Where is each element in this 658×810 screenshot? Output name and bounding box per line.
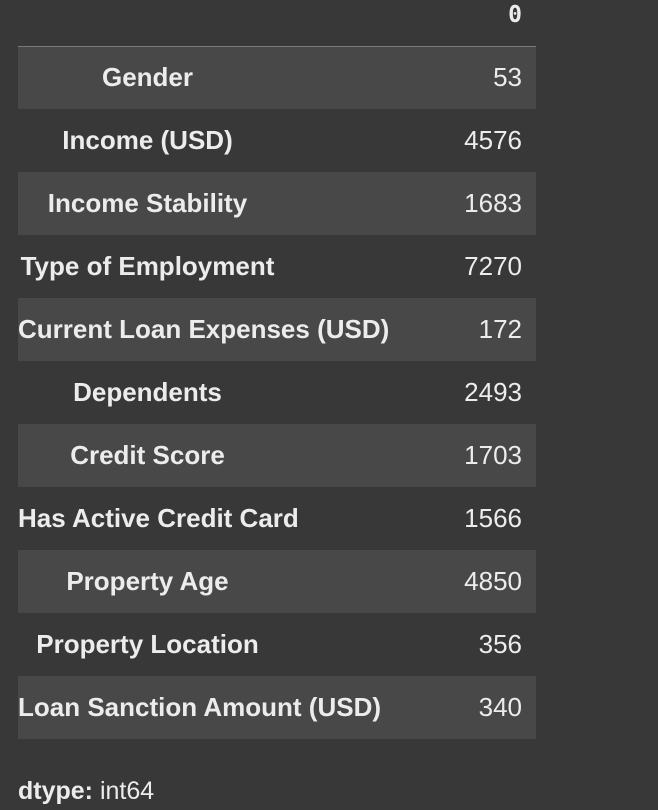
table-row: Has Active Credit Card 1566 xyxy=(18,487,536,550)
table-row: Income Stability 1683 xyxy=(18,172,536,235)
row-value: 172 xyxy=(478,314,522,344)
row-label: Current Loan Expenses (USD) xyxy=(18,314,390,344)
row-value: 4576 xyxy=(464,125,522,155)
row-value: 1683 xyxy=(464,188,522,218)
dtype-value: int64 xyxy=(99,777,155,805)
row-label: Property Location xyxy=(36,629,259,659)
row-label: Gender xyxy=(101,62,194,93)
row-value: 53 xyxy=(493,62,522,93)
table-row: Property Age 4850 xyxy=(18,550,536,613)
table-row: Type of Employment 7270 xyxy=(18,235,536,298)
row-value: 1566 xyxy=(464,503,522,533)
table-row: Property Location 356 xyxy=(18,613,536,676)
row-label: Type of Employment xyxy=(20,251,275,281)
table-row: Income (USD) 4576 xyxy=(18,109,536,172)
column-header-row: 0 xyxy=(18,0,536,46)
table-row: Loan Sanction Amount (USD) 340 xyxy=(18,676,536,739)
row-value: 4850 xyxy=(464,566,522,596)
row-label: Property Age xyxy=(66,566,229,596)
row-label: Income (USD) xyxy=(62,125,233,155)
row-label: Loan Sanction Amount (USD) xyxy=(18,692,382,722)
row-value: 2493 xyxy=(464,377,522,407)
row-label: Dependents xyxy=(73,377,222,407)
table-row: Credit Score 1703 xyxy=(18,424,536,487)
row-value: 1703 xyxy=(464,440,522,470)
row-label: Income Stability xyxy=(47,188,248,218)
table-row: Gender 53 xyxy=(18,46,536,109)
dtype-key: dtype: xyxy=(18,777,93,805)
row-label: Credit Score xyxy=(70,440,225,470)
dtype-line: dtype: int64 xyxy=(18,775,154,807)
index-header-blank xyxy=(18,0,277,38)
table-row: Current Loan Expenses (USD) 172 xyxy=(18,298,536,361)
column-header: 0 xyxy=(508,1,522,28)
row-value: 340 xyxy=(478,692,522,722)
table-row: Dependents 2493 xyxy=(18,361,536,424)
row-label: Has Active Credit Card xyxy=(18,503,299,533)
row-value: 356 xyxy=(478,629,522,659)
row-value: 7270 xyxy=(464,251,522,281)
series-table: 0 Gender 53 Income (USD) 4576 Income Sta… xyxy=(18,0,536,739)
